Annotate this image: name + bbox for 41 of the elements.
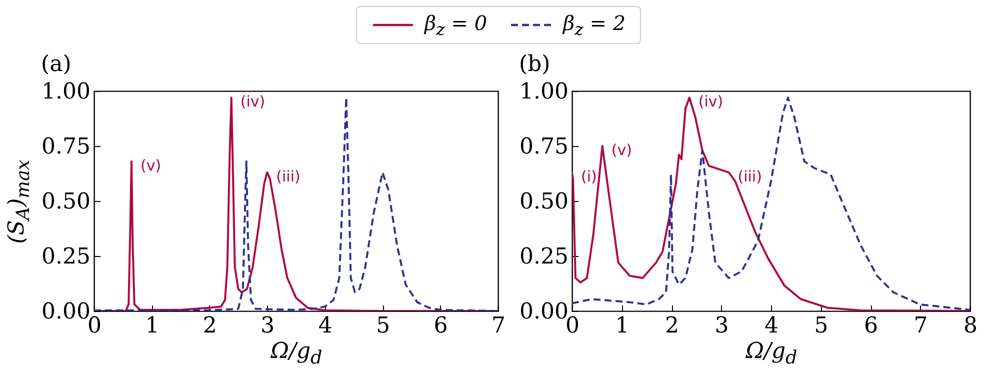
x-tick-label: 5 [376, 314, 390, 338]
x-tick-label: 6 [434, 314, 448, 338]
y-tick-label: 0.75 [42, 134, 90, 160]
x-tick-label: 5 [814, 314, 828, 338]
x-tick-label: 3 [714, 314, 729, 338]
x-tick-label: 7 [914, 314, 928, 338]
line-series [572, 96, 970, 311]
annotation: (iv) [698, 92, 724, 111]
annotation: (v) [611, 141, 632, 159]
y-tick-label: 0.25 [42, 244, 90, 270]
x-tick-label: 2 [202, 314, 217, 338]
x-tick-label: 4 [318, 314, 332, 338]
annotation: (iii) [738, 167, 762, 186]
annotation: (iv) [240, 92, 266, 111]
y-tick-label: 0.00 [42, 300, 90, 324]
x-tick-label: 2 [665, 314, 679, 338]
x-tick-label: 0 [566, 314, 580, 338]
annotation: (v) [140, 156, 162, 174]
x-tick-label: 6 [864, 314, 878, 338]
y-tick-label: 0.25 [520, 244, 568, 270]
annotation: (i) [581, 167, 597, 186]
y-tick-label: 1.00 [520, 80, 568, 104]
x-tick-label: 1 [145, 314, 160, 338]
chart-title: (b) [519, 52, 550, 77]
x-tick-label: 0 [88, 314, 102, 338]
legend-label: β$_{z}$ = 2 [563, 11, 626, 39]
x-tick-label: 7 [492, 314, 506, 338]
y-tick-label: 0.50 [520, 190, 568, 214]
y-tick-label: 0.50 [42, 190, 90, 214]
legend-label: β$_{z}$ = 0 [424, 11, 488, 39]
annotation: (iii) [276, 167, 300, 186]
x-axis-title: Ω/g$_{d}$ [746, 339, 798, 369]
y-tick-label: 1.00 [42, 80, 90, 104]
x-tick-label: 3 [260, 314, 275, 338]
y-tick-label: 0.00 [520, 300, 568, 324]
y-tick-label: 0.75 [520, 134, 568, 160]
x-tick-label: 8 [964, 314, 978, 338]
x-tick-label: 4 [764, 314, 778, 338]
x-tick-label: 1 [615, 314, 630, 338]
x-axis-title: Ω/g$_{d}$ [270, 339, 322, 369]
chart-title: (a) [41, 52, 72, 77]
